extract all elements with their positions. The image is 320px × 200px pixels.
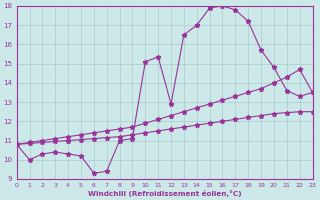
X-axis label: Windchill (Refroidissement éolien,°C): Windchill (Refroidissement éolien,°C)	[88, 190, 241, 197]
